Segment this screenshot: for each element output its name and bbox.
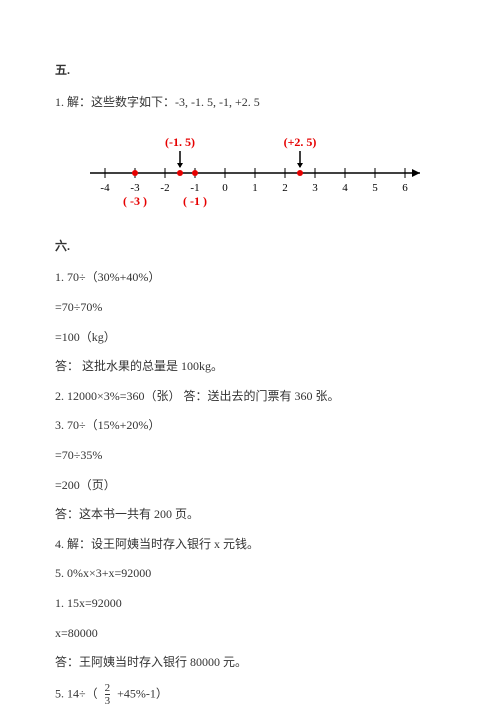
s6-line: =70÷70%: [55, 297, 445, 319]
svg-text:-2: -2: [160, 182, 169, 194]
svg-text:-3: -3: [130, 182, 140, 194]
s6-line: 1. 70÷（30%+40%）: [55, 267, 445, 289]
s6-line: 5. 0%x×3+x=92000: [55, 563, 445, 585]
svg-text:5: 5: [372, 182, 378, 194]
svg-text:6: 6: [402, 182, 408, 194]
svg-text:3: 3: [312, 182, 318, 194]
number-line-chart: -4 -3 -2 -1 0 1 2 3 4 5 6 ( -3 ) (-1. 5) ( -1 ) (+2. 5…: [75, 128, 445, 216]
s6-line: 答： 这批水果的总量是 100kg。: [55, 356, 445, 378]
s6-line: =70÷35%: [55, 445, 445, 467]
s6-line: 3. 70÷（15%+20%）: [55, 415, 445, 437]
frac-suffix: +45%-1）: [117, 686, 168, 700]
svg-text:(-1. 5): (-1. 5): [165, 135, 195, 149]
section-6-title: 六.: [55, 236, 445, 258]
s6-line: 答：这本书一共有 200 页。: [55, 504, 445, 526]
q6-5: 5. 14÷（ 2 3 +45%-1）: [55, 682, 445, 707]
svg-text:(+2. 5): (+2. 5): [284, 135, 317, 149]
s6-line: =100（kg）: [55, 327, 445, 349]
s6-line: 4. 解：设王阿姨当时存入银行 x 元钱。: [55, 534, 445, 556]
frac-num: 2: [105, 682, 111, 694]
fraction: 2 3: [105, 682, 111, 707]
frac-den: 3: [105, 694, 111, 707]
svg-text:0: 0: [222, 182, 228, 194]
svg-text:2: 2: [282, 182, 288, 194]
svg-text:1: 1: [252, 182, 258, 194]
frac-prefix: 5. 14÷（: [55, 686, 98, 700]
svg-text:4: 4: [342, 182, 348, 194]
svg-text:-4: -4: [100, 182, 110, 194]
s6-line: x=80000: [55, 623, 445, 645]
s6-line: =200（页）: [55, 475, 445, 497]
s6-line: 2. 12000×3%=360（张） 答：送出去的门票有 360 张。: [55, 386, 445, 408]
s6-line: 1. 15x=92000: [55, 593, 445, 615]
s6-line: 答：王阿姨当时存入银行 80000 元。: [55, 652, 445, 674]
svg-text:-1: -1: [190, 182, 199, 194]
section-5-title: 五.: [55, 60, 445, 82]
svg-text:( -1 ): ( -1 ): [183, 194, 207, 208]
svg-text:( -3 ): ( -3 ): [123, 194, 147, 208]
q5-1: 1. 解：这些数字如下：-3, -1. 5, -1, +2. 5: [55, 92, 445, 114]
